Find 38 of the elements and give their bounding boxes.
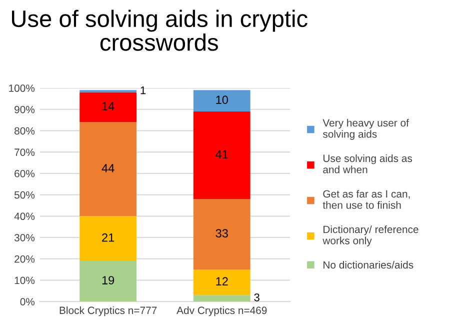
bar (193, 112, 250, 200)
legend-label: Use solving aids as and when (323, 154, 412, 174)
data-label: 44 (102, 164, 114, 172)
bar (80, 92, 137, 122)
bar (193, 90, 250, 112)
data-label: 21 (102, 233, 114, 242)
legend-label: No dictionaries/aids (324, 260, 414, 269)
data-label: 19 (102, 276, 114, 284)
bar (80, 260, 137, 302)
legend-label: Get as far as I can, then use to finish (322, 190, 410, 209)
bar (193, 270, 250, 296)
bar (193, 295, 250, 302)
y-tick-label: 60% (14, 170, 35, 178)
y-tick-label: 0% (20, 298, 35, 306)
bar (80, 216, 137, 261)
x-tick-label: Block Cryptics n=777 (60, 306, 157, 316)
y-tick-label: 10% (14, 276, 35, 284)
y-tick-label: 70% (14, 148, 35, 156)
legend-label: Very heavy user of solving aids (322, 118, 409, 140)
data-label: 12 (216, 277, 228, 286)
chart-title: Use of solving aids in cryptic crosswords (12, 10, 308, 51)
x-tick-label: Adv Cryptics n=469 (176, 306, 267, 316)
data-label: 3 (254, 293, 260, 302)
data-label: 10 (216, 96, 228, 104)
y-tick-label: 20% (14, 255, 35, 263)
y-tick-label: 100% (9, 84, 35, 92)
y-tick-label: 90% (14, 106, 35, 114)
y-tick-label: 40% (14, 212, 35, 220)
bar (193, 199, 250, 270)
y-tick-label: 50% (14, 191, 35, 199)
data-label: 14 (102, 102, 114, 110)
bar (80, 122, 137, 216)
legend-label: Dictionary/ reference works only (322, 225, 418, 246)
data-label: 1 (140, 86, 146, 94)
y-tick-label: 80% (14, 127, 35, 135)
data-label: 33 (216, 229, 228, 238)
data-label: 41 (216, 150, 228, 158)
y-tick-label: 30% (14, 234, 35, 242)
